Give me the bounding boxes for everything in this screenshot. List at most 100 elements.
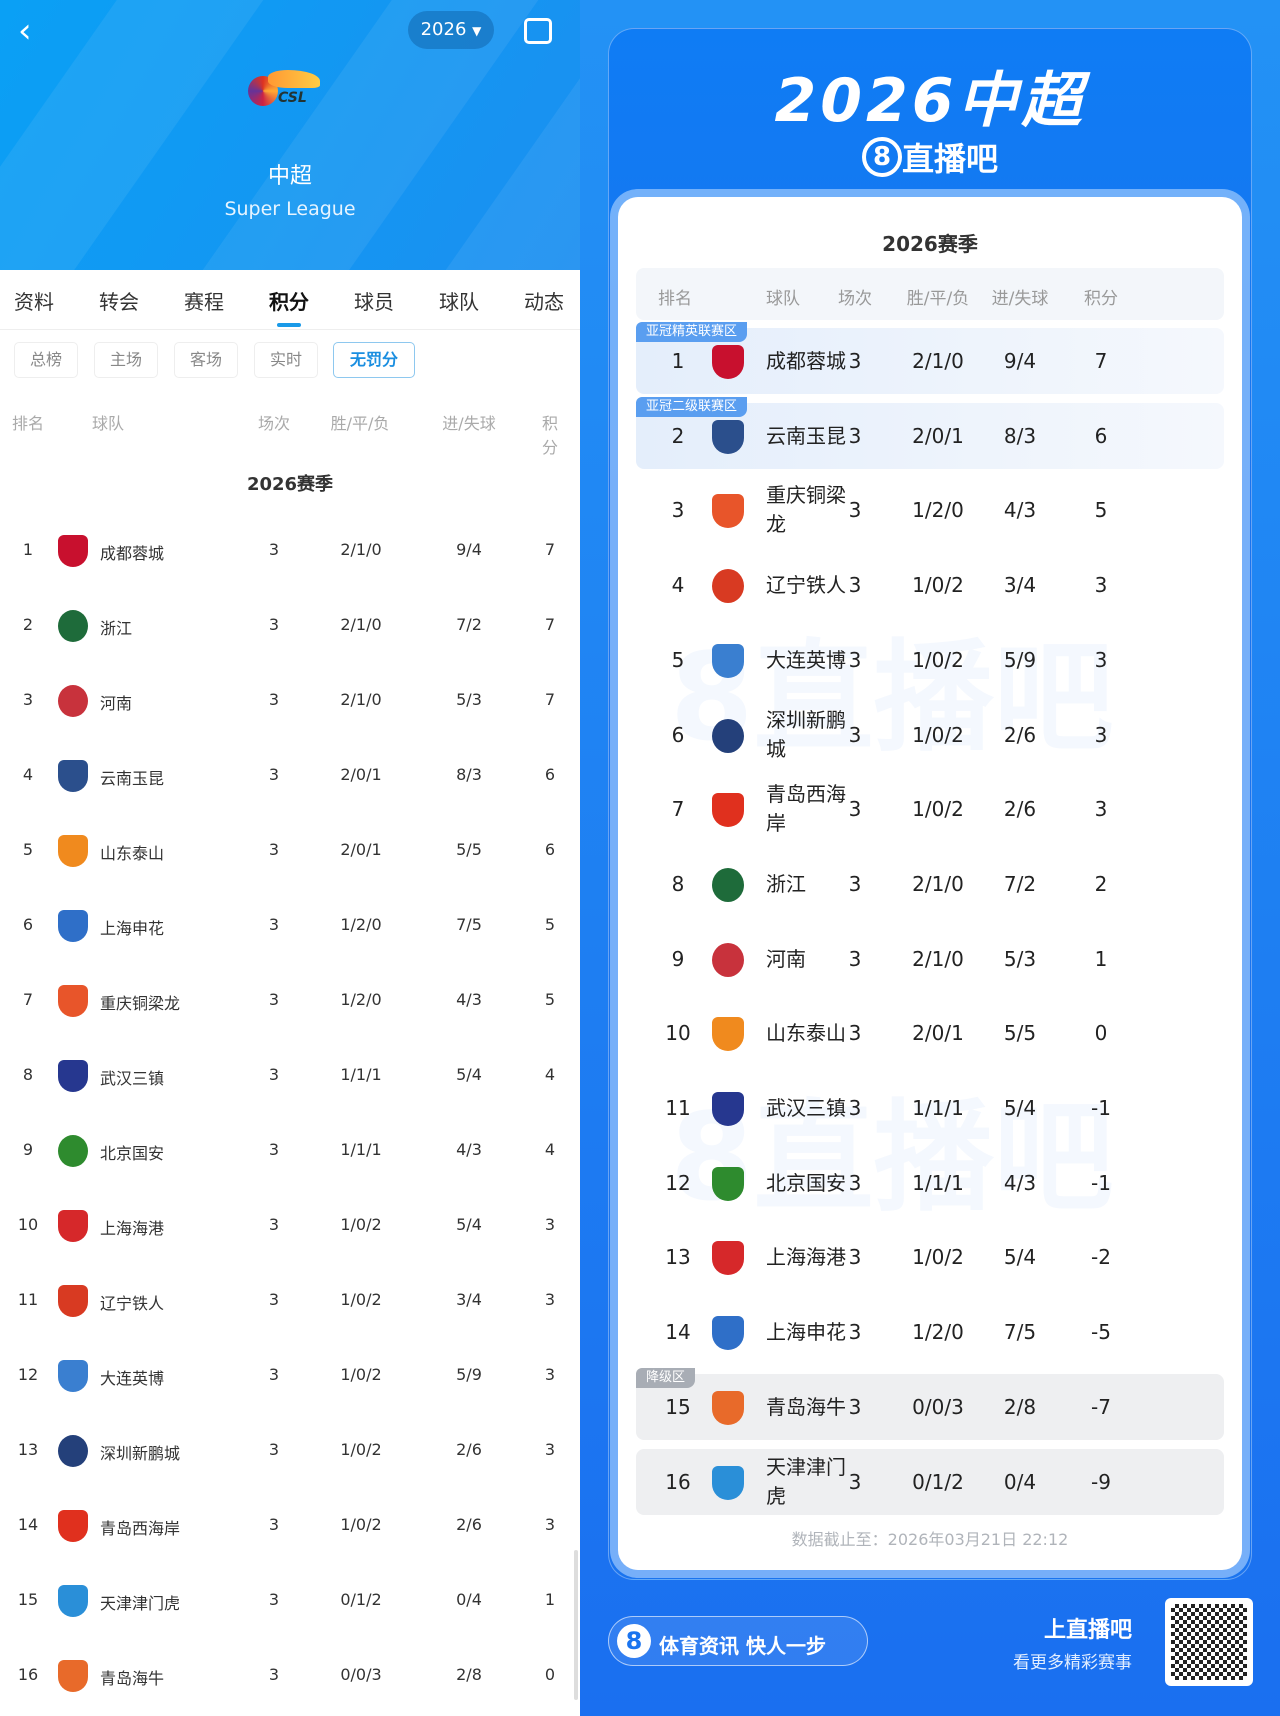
- tab-5[interactable]: 球队: [439, 290, 479, 314]
- table-row[interactable]: 4 云南玉昆 3 2/0/1 8/3 6: [0, 739, 580, 814]
- table-row[interactable]: 10 上海海港 3 1/0/2 5/4 3: [0, 1189, 580, 1264]
- goals: 3/4: [456, 1290, 482, 1309]
- tab-2[interactable]: 赛程: [184, 290, 224, 314]
- tab-6[interactable]: 动态: [524, 290, 564, 314]
- filter-3[interactable]: 实时: [254, 342, 318, 378]
- rank: 7: [671, 797, 685, 822]
- rank: 3: [22, 690, 34, 709]
- table-row[interactable]: 2 浙江 3 2/1/0 7/2 7: [0, 589, 580, 664]
- season-selector[interactable]: 2026 ▼: [408, 11, 494, 49]
- team-name: 上海申花: [766, 1320, 846, 1345]
- wdl: 1/0/2: [340, 1290, 382, 1309]
- pts: 3: [1094, 647, 1108, 672]
- back-icon[interactable]: ‹: [18, 11, 32, 51]
- played: 3: [268, 1665, 280, 1684]
- played: 3: [848, 573, 862, 598]
- wdl: 1/2/0: [340, 990, 382, 1009]
- table-row[interactable]: 浙江 8 3 2/1/0 7/2 2: [636, 851, 1224, 917]
- filter-0[interactable]: 总榜: [14, 342, 78, 378]
- table-row[interactable]: 上海申花 14 3 1/2/0 7/5 -5: [636, 1299, 1224, 1365]
- table-row[interactable]: 9 北京国安 3 1/1/1 4/3 4: [0, 1114, 580, 1189]
- table-row[interactable]: 山东泰山 10 3 2/0/1 5/5 0: [636, 1000, 1224, 1066]
- team-name: 辽宁铁人: [100, 1294, 165, 1313]
- table-header: 排名 球队 场次 胜/平/负 进/失球 积分: [636, 268, 1224, 320]
- table-row[interactable]: 3 河南 3 2/1/0 5/3 7: [0, 664, 580, 739]
- table-row[interactable]: 辽宁铁人 4 3 1/0/2 3/4 3: [636, 552, 1224, 618]
- table-row[interactable]: 武汉三镇 11 3 1/1/1 5/4 -1: [636, 1075, 1224, 1141]
- goals: 5/4: [456, 1065, 482, 1084]
- table-row[interactable]: 大连英博 5 3 1/0/2 5/9 3: [636, 627, 1224, 693]
- rank: 13: [665, 1245, 691, 1270]
- table-row[interactable]: 1 成都蓉城 3 2/1/0 9/4 7: [0, 514, 580, 589]
- team-name: 北京国安: [100, 1144, 165, 1163]
- table-row[interactable]: 上海海港 13 3 1/0/2 5/4 -2: [636, 1224, 1224, 1290]
- scrollbar[interactable]: [574, 1550, 578, 1700]
- table-row[interactable]: 重庆铜梁龙 3 3 1/2/0 4/3 5: [636, 477, 1224, 543]
- rank: 11: [17, 1290, 39, 1309]
- table-row[interactable]: 11 辽宁铁人 3 1/0/2 3/4 3: [0, 1264, 580, 1339]
- wdl: 2/0/1: [912, 423, 964, 448]
- tab-4[interactable]: 球员: [354, 290, 394, 314]
- team-logo-icon: [712, 1390, 744, 1425]
- team-logo-icon: [58, 1210, 88, 1242]
- team-logo-icon: [58, 1660, 88, 1692]
- table-row[interactable]: 亚冠精英联赛区 成都蓉城 1 3 2/1/0 9/4 7: [636, 322, 1224, 394]
- rank: 14: [17, 1515, 39, 1534]
- team-name: 天津津门虎: [100, 1594, 181, 1613]
- tab-0[interactable]: 资料: [14, 290, 54, 314]
- team-logo-icon: [712, 643, 744, 678]
- wdl: 2/1/0: [340, 540, 382, 559]
- filter-1[interactable]: 主场: [94, 342, 158, 378]
- played: 3: [848, 423, 862, 448]
- played: 3: [268, 1215, 280, 1234]
- team-name: 武汉三镇: [766, 1096, 846, 1120]
- team-name: 青岛海牛: [100, 1669, 165, 1688]
- goals: 5/5: [1003, 1021, 1037, 1046]
- table-row[interactable]: 降级区 青岛海牛 15 3 0/0/3 2/8 -7: [636, 1367, 1224, 1440]
- pts: 3: [544, 1290, 556, 1309]
- wdl: 1/0/2: [340, 1440, 382, 1459]
- wdl: 1/0/2: [912, 722, 964, 747]
- goals: 0/4: [1003, 1469, 1037, 1494]
- goals: 4/3: [456, 990, 482, 1009]
- played: 3: [848, 871, 862, 896]
- filter-4[interactable]: 无罚分: [333, 342, 415, 378]
- table-row[interactable]: 天津津门虎 16 3 0/1/2 0/4 -9: [636, 1448, 1224, 1515]
- team-logo-icon: [58, 910, 88, 942]
- filter-2[interactable]: 客场: [174, 342, 238, 378]
- table-row[interactable]: 河南 9 3 2/1/0 5/3 1: [636, 926, 1224, 992]
- tab-3[interactable]: 积分: [269, 286, 309, 327]
- table-row[interactable]: 青岛西海岸 7 3 1/0/2 2/6 3: [636, 776, 1224, 842]
- share-icon[interactable]: [524, 18, 552, 44]
- table-row[interactable]: 13 深圳新鹏城 3 1/0/2 2/6 3: [0, 1414, 580, 1489]
- rank: 16: [665, 1469, 691, 1494]
- played: 3: [268, 1365, 280, 1384]
- table-row[interactable]: 14 青岛西海岸 3 1/0/2 2/6 3: [0, 1489, 580, 1564]
- table-row[interactable]: 7 重庆铜梁龙 3 1/2/0 4/3 5: [0, 964, 580, 1039]
- table-row[interactable]: 6 上海申花 3 1/2/0 7/5 5: [0, 889, 580, 964]
- table-row[interactable]: 亚冠二级联赛区 云南玉昆 2 3 2/0/1 8/3 6: [636, 396, 1224, 469]
- tab-1[interactable]: 转会: [99, 290, 139, 314]
- cta-subtitle: 看更多精彩赛事: [1013, 1653, 1132, 1673]
- team-name: 青岛海牛: [766, 1394, 846, 1419]
- team-logo-icon: [58, 1135, 88, 1167]
- team-logo-icon: [58, 610, 88, 642]
- standings-app: ‹ 2026 ▼ CSL 中超 Super League 资料 转会 赛程 积分 球员球…: [0, 0, 580, 1716]
- goals: 9/4: [456, 540, 482, 559]
- pts: 3: [544, 1515, 556, 1534]
- table-row[interactable]: 8 武汉三镇 3 1/1/1 5/4 4: [0, 1039, 580, 1114]
- goals: 9/4: [1003, 349, 1037, 373]
- rank: 4: [671, 573, 685, 598]
- team-name: 青岛西海岸: [100, 1519, 181, 1538]
- table-row[interactable]: 15 天津津门虎 3 0/1/2 0/4 1: [0, 1564, 580, 1639]
- played: 3: [268, 1140, 280, 1159]
- rank: 8: [22, 1065, 34, 1084]
- table-row[interactable]: 12 大连英博 3 1/0/2 5/9 3: [0, 1339, 580, 1414]
- column-header: 进/失球: [991, 289, 1049, 309]
- table-row[interactable]: 5 山东泰山 3 2/0/1 5/5 6: [0, 814, 580, 889]
- column-header: 胜/平/负: [906, 289, 970, 309]
- team-logo-icon: [712, 1316, 744, 1351]
- table-row[interactable]: 16 青岛海牛 3 0/0/3 2/8 0: [0, 1639, 580, 1714]
- table-row[interactable]: 深圳新鹏城 6 3 1/0/2 2/6 3: [636, 702, 1224, 768]
- table-row[interactable]: 北京国安 12 3 1/1/1 4/3 -1: [636, 1150, 1224, 1216]
